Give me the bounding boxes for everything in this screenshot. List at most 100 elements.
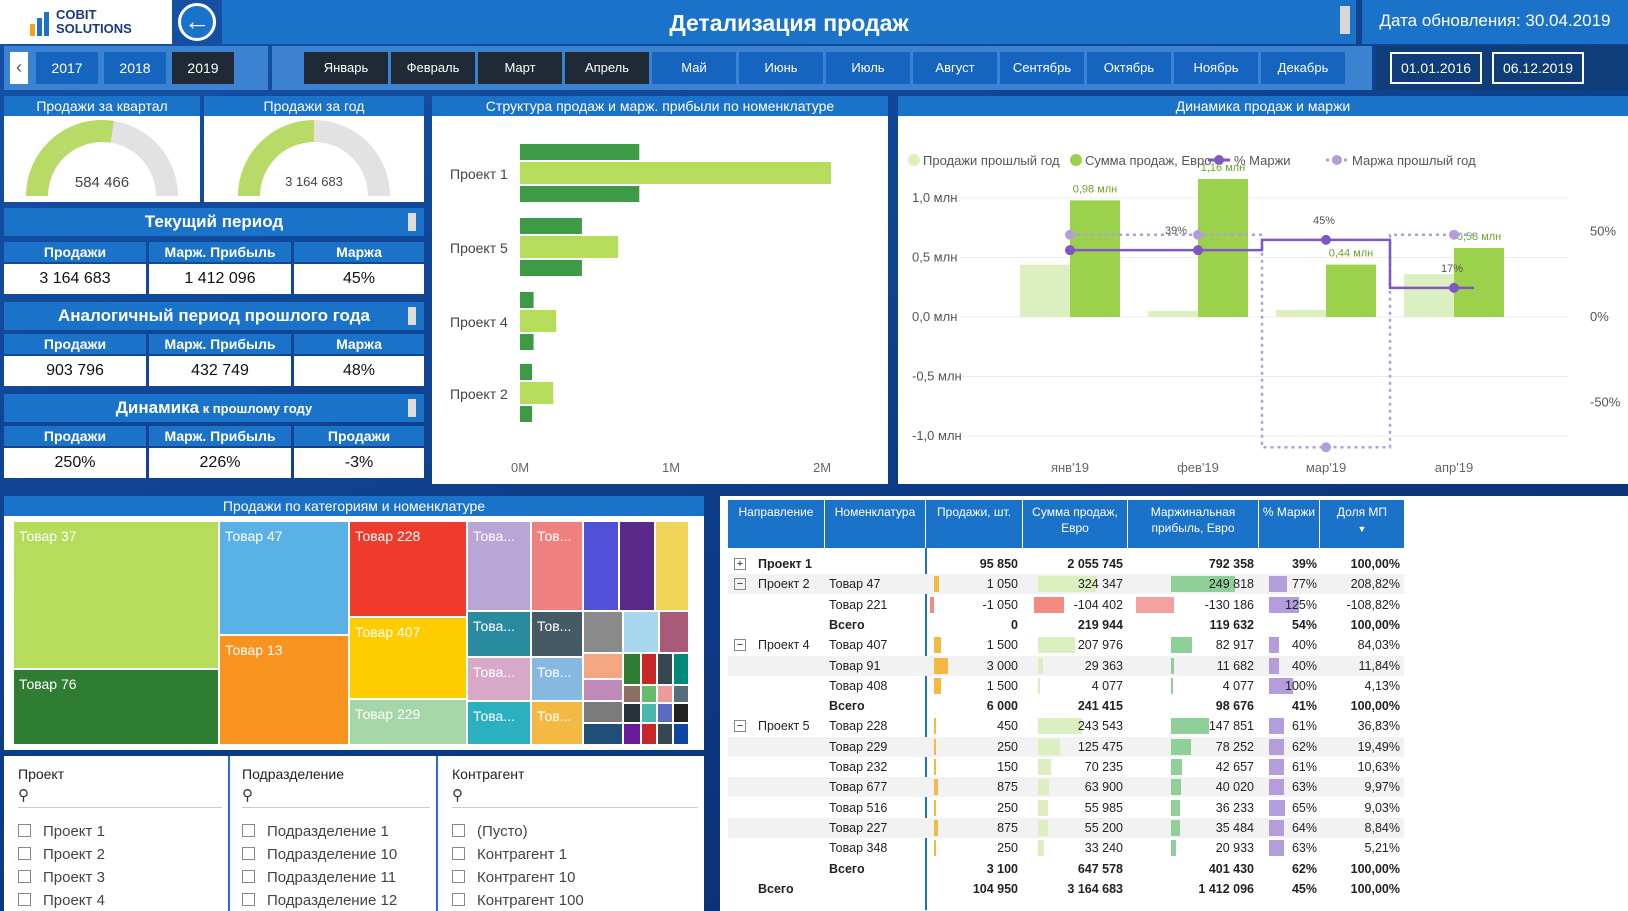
table-row[interactable]: − Проект 2 Товар 47 1 050 324 347 249 818 77% 2… [728,574,1404,595]
legend-label[interactable]: Сумма продаж, Евро [1085,153,1211,168]
slicer-division-item[interactable]: Подразделение 11 [242,866,397,889]
year-2018[interactable]: 2018 [104,52,166,84]
bar[interactable] [520,144,640,160]
table-row[interactable]: Товар 232 150 70 235 42 657 61% 10,63% [728,757,1404,777]
col-header[interactable]: Продажи, шт. [926,500,1022,548]
bar[interactable] [520,236,619,258]
month-apr[interactable]: Апрель [565,52,649,84]
month-may[interactable]: Май [652,52,736,84]
bar-sales[interactable] [1454,247,1504,317]
table-row[interactable]: Всего 3 100 647 578 401 430 62% 100,00% [728,859,1404,879]
col-header[interactable]: Маржинальная прибыль, Евро [1128,500,1258,548]
year-2017[interactable]: 2017 [36,52,98,84]
slicer-project-item[interactable]: Проект 4 [18,889,105,911]
bar[interactable] [520,218,582,234]
table-row[interactable]: Всего 0 219 944 119 632 54% 100,00% [728,615,1404,635]
slicer-division-item[interactable]: Подразделение 10 [242,843,397,866]
table-row[interactable]: Товар 227 875 55 200 35 484 64% 8,84% [728,817,1404,838]
month-jun[interactable]: Июнь [739,52,823,84]
treemap-cell[interactable] [624,686,640,702]
table-row[interactable]: Товар 677 875 63 900 40 020 63% 9,97% [728,777,1404,798]
treemap-cell[interactable] [620,522,654,610]
line-margin-point[interactable] [1449,282,1459,293]
table-total-row[interactable]: Всего 104 950 3 164 683 1 412 096 45% 100,00% [728,879,1404,899]
line-margin-prev-year-point[interactable] [1193,229,1203,240]
month-jul[interactable]: Июль [826,52,910,84]
legend-label[interactable]: % Маржи [1234,153,1291,168]
bar[interactable] [520,292,534,308]
line-margin-prev-year[interactable] [1070,233,1474,449]
slicer-division-search[interactable]: ⚲ [242,786,430,808]
slicer-counterparty-item[interactable]: (Пусто) [452,820,584,843]
table-row[interactable]: Товар 91 3 000 29 363 11 682 40% 11,84% [728,655,1404,676]
col-header[interactable]: Доля МП ▼ [1320,500,1404,548]
legend-label[interactable]: Маржа прошлый год [1352,153,1476,168]
treemap-cell[interactable]: Товар 13 [220,636,348,744]
treemap-cell[interactable] [642,686,656,702]
treemap-cell[interactable] [624,724,640,744]
treemap-cell[interactable]: Това... [468,702,530,744]
slicer-counterparty-item[interactable]: Контрагент 1 [452,843,584,866]
bar[interactable] [520,334,534,350]
treemap-cell[interactable] [674,686,688,702]
expand-icon[interactable]: − [734,639,746,652]
col-header[interactable]: Направление [728,500,824,548]
bar-prev-year[interactable] [1404,274,1454,317]
treemap-cell[interactable]: Тов... [532,658,582,700]
slicer-project-item[interactable]: Проект 2 [18,843,105,866]
table-row[interactable]: Товар 516 250 55 985 36 233 65% 9,03% [728,798,1404,818]
bar-sales[interactable] [1326,264,1376,317]
line-margin-point[interactable] [1321,234,1331,245]
legend-label[interactable]: Продажи прошлый год [923,153,1060,168]
treemap-cell[interactable] [658,724,672,744]
treemap-cell[interactable]: Това... [468,658,530,700]
date-to-input[interactable]: 06.12.2019 [1492,52,1584,84]
bar[interactable] [520,162,832,184]
treemap-cell[interactable]: Товар 407 [350,618,466,698]
month-sep[interactable]: Сентябрь [1000,52,1084,84]
treemap-cell[interactable]: Тов... [532,612,582,656]
expand-icon[interactable]: + [734,558,746,570]
line-margin-point[interactable] [1065,245,1075,256]
line-margin-prev-year-point[interactable] [1065,229,1075,240]
treemap-cell[interactable]: Товар 228 [350,522,466,616]
bar-prev-year[interactable] [1020,264,1070,317]
bar[interactable] [520,310,557,332]
treemap-cell[interactable] [642,704,656,722]
month-aug[interactable]: Август [913,52,997,84]
bar[interactable] [520,364,533,380]
slicer-division-item[interactable]: Подразделение 12 [242,889,397,911]
treemap-cell[interactable] [658,686,672,702]
chevron-left-icon[interactable]: ‹ [10,52,28,84]
date-from-input[interactable]: 01.01.2016 [1390,52,1482,84]
col-header[interactable]: Номенклатура [825,500,925,548]
table-row[interactable]: Товар 348 250 33 240 20 933 63% 5,21% [728,838,1404,858]
line-margin-prev-year-point[interactable] [1449,229,1459,240]
bar[interactable] [520,382,554,404]
table-row[interactable]: Всего 6 000 241 415 98 676 41% 100,00% [728,696,1404,716]
table-row[interactable]: Товар 408 1 500 4 077 4 077 100% 4,13% [728,676,1404,696]
treemap-cell[interactable] [584,724,622,744]
treemap-cell[interactable] [658,654,672,684]
treemap-cell[interactable] [674,654,688,684]
treemap-cell[interactable] [674,704,688,722]
month-feb[interactable]: Февраль [391,52,475,84]
table-row[interactable]: Товар 221 -1 050 -104 402 -130 186 125% -108,… [728,595,1404,615]
treemap-cell[interactable] [584,612,622,652]
table-row[interactable]: − Проект 4 Товар 407 1 500 207 976 82 917 40% 8… [728,635,1404,655]
col-header[interactable]: % Маржи [1259,500,1319,548]
bar[interactable] [520,260,582,276]
treemap-cell[interactable] [584,702,622,722]
col-header[interactable]: Сумма продаж, Евро [1023,500,1127,548]
treemap-cell[interactable] [584,654,622,678]
slicer-project-item[interactable]: Проект 3 [18,866,105,889]
treemap-cell[interactable] [624,654,640,684]
treemap-cell[interactable] [674,724,688,744]
expand-icon[interactable]: − [734,720,746,733]
treemap-cell[interactable]: Тов... [532,702,582,744]
treemap-cell[interactable]: Товар 37 [14,522,218,668]
year-2019[interactable]: 2019 [172,52,234,84]
treemap-cell[interactable]: Товар 47 [220,522,348,634]
month-jan[interactable]: Январь [304,52,388,84]
treemap-cell[interactable] [624,612,658,652]
